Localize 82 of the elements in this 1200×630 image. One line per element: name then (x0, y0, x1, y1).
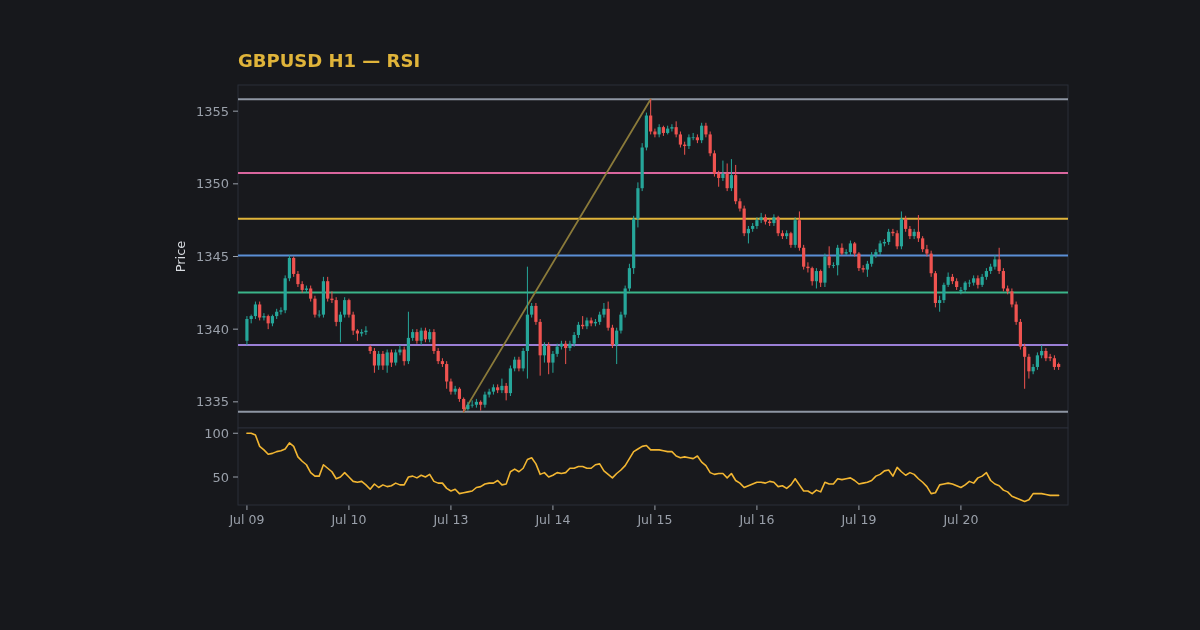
x-tick-label: Jul 13 (432, 512, 469, 527)
candlestick (466, 401, 470, 412)
candlestick (551, 350, 555, 374)
x-tick-label: Jul 14 (534, 512, 571, 527)
y-tick-label: 100 (204, 425, 229, 441)
candlestick (1010, 287, 1014, 308)
candlestick (1001, 267, 1005, 292)
candlestick (776, 215, 780, 237)
x-tick-label: Jul 19 (840, 512, 877, 527)
candlestick (542, 341, 547, 364)
candlestick (942, 282, 946, 304)
candlestick (470, 399, 474, 409)
candlestick (729, 158, 734, 192)
candlestick (840, 242, 844, 256)
candlestick (445, 360, 449, 390)
candlestick (287, 254, 292, 282)
candlestick (432, 328, 436, 355)
candlestick (351, 311, 355, 336)
candlestick (547, 341, 551, 375)
candlestick (534, 302, 538, 326)
candlestick (568, 340, 572, 352)
candlestick (377, 350, 381, 371)
candlestick (313, 295, 317, 319)
candlestick (262, 312, 266, 321)
x-tick-label: Jul 09 (228, 512, 265, 527)
y-tick-label: 1335 (195, 394, 229, 410)
candlestick (712, 149, 717, 178)
candlestick (814, 267, 819, 289)
candlestick (258, 301, 262, 321)
candlestick (810, 266, 814, 287)
x-tick-label: Jul 15 (636, 512, 673, 527)
candlestick (1014, 301, 1018, 326)
y-tick-label: 1340 (195, 321, 229, 337)
candlestick (772, 213, 776, 227)
candlestick (606, 301, 610, 332)
candlestick (521, 347, 525, 372)
candlestick (347, 298, 351, 319)
candlestick (1044, 347, 1048, 362)
y-axis-title: Price (173, 240, 188, 273)
candlestick (627, 263, 632, 292)
candlestick (721, 160, 725, 182)
candlestick (602, 302, 606, 319)
x-tick-label: Jul 20 (942, 512, 979, 527)
candlestick (245, 315, 249, 346)
candlestick (1023, 343, 1027, 390)
candlestick (993, 254, 997, 271)
candlestick (670, 123, 674, 133)
candlestick (610, 324, 615, 349)
y-tick-label: 50 (212, 469, 229, 485)
y-tick-label: 1350 (195, 176, 229, 192)
candlestick (338, 311, 343, 343)
line-series (246, 432, 1060, 503)
candlestick (381, 350, 385, 371)
candlestick (343, 296, 347, 319)
candlestick (292, 256, 296, 278)
candlestick (874, 248, 878, 259)
candlestick (976, 274, 980, 289)
candlestick (619, 311, 623, 335)
candlestick (857, 251, 861, 272)
candlestick (334, 296, 338, 327)
candlestick (997, 247, 1001, 275)
candlestick (1027, 353, 1031, 380)
candlestick (372, 347, 377, 374)
candlestick (406, 311, 411, 365)
y-tick-label: 1345 (195, 249, 229, 265)
candlestick (908, 225, 912, 240)
candlestick (755, 216, 759, 230)
candlestick (500, 378, 504, 394)
candlestick (802, 244, 806, 271)
candlestick (895, 229, 899, 250)
candlestick (279, 306, 283, 316)
candlestick (708, 131, 712, 157)
candlestick (925, 244, 929, 257)
candlestick (929, 250, 933, 278)
chart-title: GBPUSD H1 — RSI (238, 50, 421, 71)
candlestick (649, 98, 653, 135)
candlestick (836, 244, 840, 276)
y-tick-label: 1355 (195, 103, 229, 119)
x-tick-label: Jul 16 (738, 512, 775, 527)
candlestick (326, 276, 330, 303)
x-tick-label: Jul 10 (330, 512, 367, 527)
candlestick (385, 349, 389, 374)
